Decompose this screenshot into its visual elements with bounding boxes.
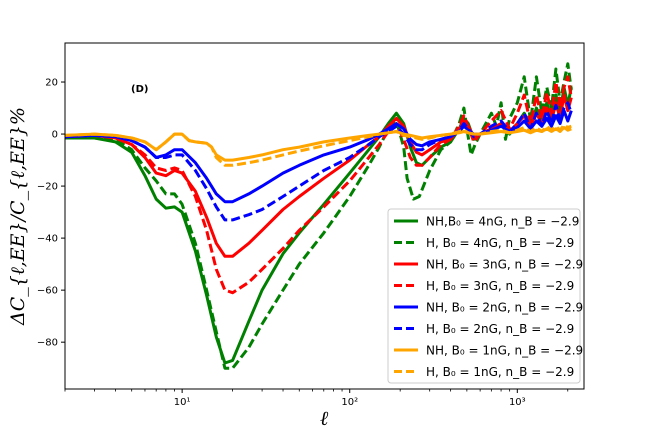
- legend-label-3: H, B₀ = 3nG, n_B = −2.9: [426, 279, 574, 293]
- legend-label-4: NH, B₀ = 2nG, n_B = −2.9: [426, 301, 583, 315]
- y-tick-label: −80: [37, 338, 58, 349]
- series-layer: [65, 62, 573, 370]
- panel-label: (D): [131, 84, 148, 95]
- legend: NH,B₀ = 4nG, n_B = −2.9 H, B₀ = 4nG, n_B …: [387, 208, 583, 384]
- y-tick-label: −60: [37, 286, 58, 297]
- plot-frame: [64, 42, 585, 390]
- y-axis-label: ΔC_{ℓ,EE}/C_{ℓ,EE}%: [7, 107, 29, 326]
- x-axis-label: ℓ: [320, 406, 329, 430]
- series-line-3: [65, 75, 573, 295]
- x-tick-label: 10²: [341, 397, 358, 408]
- legend-label-0: NH,B₀ = 4nG, n_B = −2.9: [426, 215, 579, 229]
- legend-label-7: H, B₀ = 1nG, n_B = −2.9: [426, 365, 574, 379]
- axes-layer: −80 −60 −40 −20 0 20 10¹ 10² 10³: [37, 78, 569, 408]
- y-tick-label: −40: [37, 234, 58, 245]
- series-line-7: [65, 123, 572, 167]
- y-tick-label: 0: [52, 130, 58, 141]
- series-line-4: [65, 109, 573, 204]
- legend-label-5: H, B₀ = 2nG, n_B = −2.9: [426, 322, 574, 336]
- legend-frame: [387, 208, 581, 384]
- series-line-5: [65, 101, 573, 222]
- legend-label-6: NH, B₀ = 1nG, n_B = −2.9: [426, 344, 583, 358]
- x-tick-label: 10¹: [174, 397, 191, 408]
- legend-label-2: NH, B₀ = 3nG, n_B = −2.9: [426, 258, 583, 272]
- y-tick-label: −20: [37, 182, 58, 193]
- y-tick-label: 20: [45, 78, 58, 89]
- legend-label-1: H, B₀ = 4nG, n_B = −2.9: [426, 236, 574, 250]
- x-tick-label: 10³: [509, 397, 526, 408]
